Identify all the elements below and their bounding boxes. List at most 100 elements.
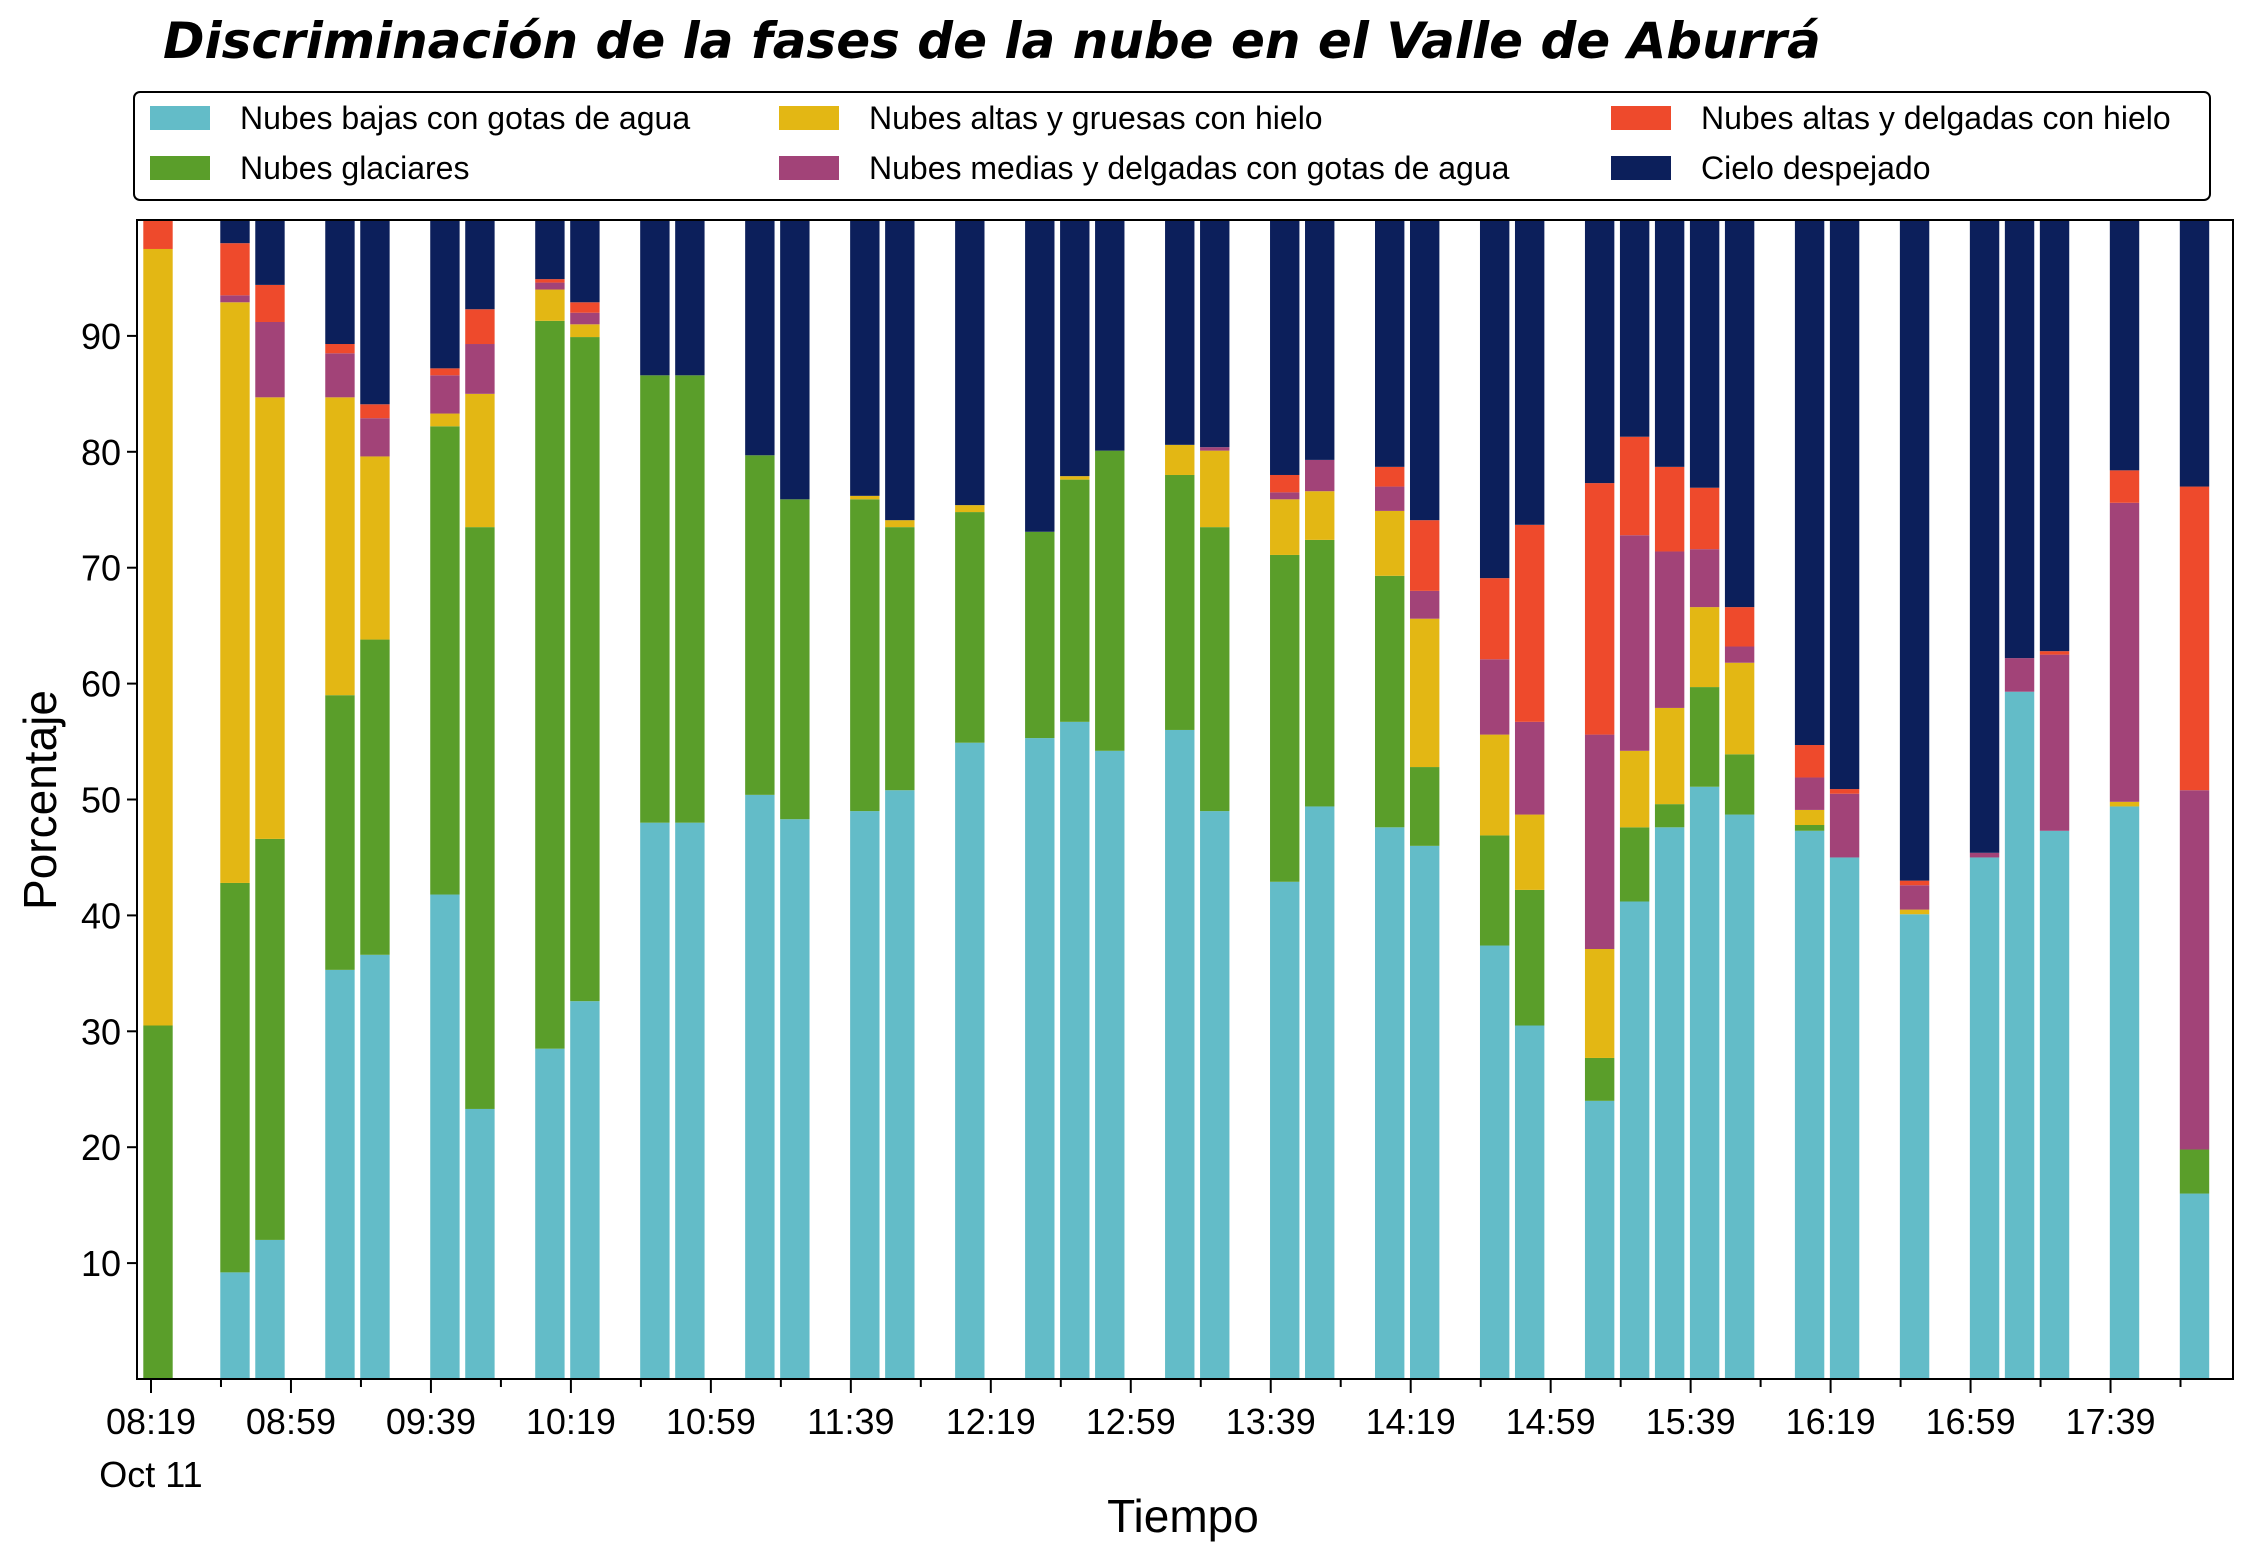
- x-tick-label: 14:59: [1506, 1401, 1596, 1442]
- x-tick-sublabel: Oct 11: [99, 1454, 202, 1495]
- legend-swatch-6: [1611, 156, 1671, 180]
- bar-segment: [255, 321, 285, 398]
- bar-segment: [325, 969, 355, 1379]
- bar-segment: [220, 1272, 250, 1379]
- bar-segment: [255, 838, 285, 1240]
- bar-segment: [1375, 510, 1405, 576]
- bar-segment: [1584, 949, 1615, 1058]
- legend-swatch-2: [150, 156, 210, 180]
- bar-segment: [745, 455, 775, 795]
- bar-segment: [885, 790, 915, 1379]
- bar-segment: [675, 822, 705, 1379]
- bar-segment: [1619, 901, 1650, 1379]
- bar-segment: [465, 220, 495, 310]
- bar-segment: [1794, 220, 1825, 746]
- bar-stack: [1409, 220, 1440, 1379]
- x-tick-label: 17:39: [2065, 1401, 2155, 1442]
- x-tick-label: 10:19: [526, 1401, 616, 1442]
- bar-segment: [640, 375, 670, 823]
- bar-segment: [220, 220, 250, 244]
- bar-segment: [2109, 470, 2140, 503]
- bar-segment: [885, 527, 915, 791]
- bar-segment: [430, 375, 460, 414]
- bar-segment: [1409, 618, 1440, 768]
- bar-segment: [1724, 646, 1755, 663]
- bar-segment: [2004, 220, 2035, 659]
- bar-segment: [535, 320, 565, 1049]
- bar-segment: [1409, 767, 1440, 846]
- bar-segment: [1794, 830, 1825, 1379]
- bar-segment: [1619, 535, 1650, 751]
- bar-stack: [360, 220, 390, 1379]
- bar-segment: [1375, 486, 1405, 511]
- bar-segment: [1060, 479, 1090, 722]
- bar-stack: [955, 220, 985, 1379]
- bar-stack: [2004, 220, 2035, 1379]
- bar-stack: [1060, 220, 1090, 1379]
- bar-segment: [535, 220, 565, 280]
- bar-segment: [535, 289, 565, 321]
- bar-segment: [1479, 220, 1510, 579]
- bar-segment: [1794, 777, 1825, 810]
- bar-segment: [570, 220, 600, 303]
- bar-stack: [1165, 220, 1195, 1379]
- legend-swatch-5: [1611, 106, 1671, 130]
- bar-segment: [360, 639, 390, 955]
- bar-stack: [143, 220, 173, 1379]
- bar-segment: [1654, 827, 1685, 1379]
- bar-segment: [1619, 750, 1650, 828]
- bar-segment: [2109, 801, 2140, 807]
- bar-segment: [1409, 845, 1440, 1379]
- x-axis: 08:19 Oct 11 08:59 09:39 10:19 10:59 11:39 12:1…: [99, 1379, 2182, 1495]
- bar-segment: [2179, 790, 2210, 1150]
- x-tick-label: 16:19: [1786, 1401, 1876, 1442]
- bar-segment: [1270, 492, 1300, 500]
- bar-segment: [570, 337, 600, 1002]
- bar-segment: [1305, 806, 1335, 1379]
- bar-segment: [780, 819, 810, 1379]
- bar-segment: [1584, 1100, 1615, 1379]
- bar-segment: [1689, 220, 1720, 488]
- bar-stack: [1794, 220, 1825, 1379]
- bar-segment: [850, 499, 880, 812]
- y-tick-label: 70: [81, 548, 121, 589]
- bar-segment: [1025, 738, 1055, 1379]
- bar-segment: [1409, 590, 1440, 619]
- bar-segment: [780, 499, 810, 820]
- bar-segment: [1689, 607, 1720, 688]
- bar-segment: [1375, 575, 1405, 828]
- bar-segment: [1584, 220, 1615, 484]
- bar-segment: [1654, 707, 1685, 805]
- bar-segment: [1375, 827, 1405, 1379]
- bar-segment: [1584, 483, 1615, 735]
- bar-segment: [2109, 220, 2140, 471]
- bar-stack: [1584, 220, 1615, 1379]
- bar-segment: [675, 220, 705, 376]
- bar-segment: [1200, 447, 1230, 451]
- bar-segment: [325, 695, 355, 970]
- bar-stack: [535, 220, 565, 1379]
- bar-stack: [885, 220, 915, 1379]
- bar-segment: [360, 418, 390, 457]
- bar-segment: [360, 456, 390, 640]
- y-tick-label: 50: [81, 780, 121, 821]
- bar-stack: [850, 220, 880, 1379]
- bar-segment: [745, 220, 775, 456]
- bar-segment: [2039, 651, 2070, 655]
- bar-segment: [255, 1239, 285, 1379]
- y-tick-label: 60: [81, 664, 121, 705]
- bar-stack: [2109, 220, 2140, 1379]
- bar-segment: [955, 220, 985, 506]
- x-tick-label: 13:39: [1226, 1401, 1316, 1442]
- bar-stack: [570, 220, 600, 1379]
- bar-segment: [2179, 1149, 2210, 1194]
- bar-segment: [2039, 654, 2070, 831]
- legend-label-6: Cielo despejado: [1701, 150, 1931, 186]
- bar-stack: [1095, 220, 1125, 1379]
- bar-stack: [1619, 220, 1650, 1379]
- bar-segment: [220, 243, 250, 296]
- legend-swatch-1: [150, 106, 210, 130]
- bar-segment: [430, 220, 460, 369]
- bar-segment: [325, 220, 355, 345]
